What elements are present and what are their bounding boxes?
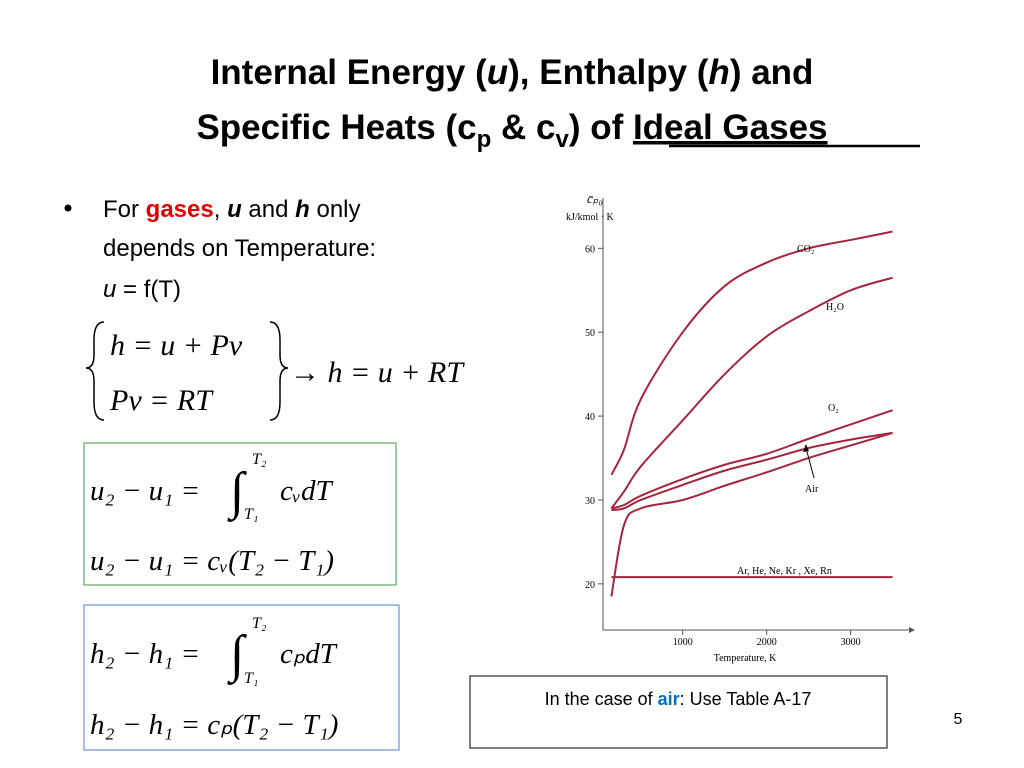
left-brace: [85, 321, 105, 421]
y-tick-label: 50: [585, 328, 595, 339]
equation: h = u + Pv: [110, 329, 243, 362]
bullet-text: = f(T): [116, 276, 181, 303]
integral-limit: T₂: [252, 615, 267, 632]
bullet-text: and: [242, 196, 295, 223]
page-number: 5: [954, 711, 963, 728]
title-text: Internal Energy (: [211, 53, 488, 92]
annotation-arrowhead: [803, 444, 809, 452]
y-tick-label: 40: [585, 412, 595, 423]
integral-limit: T₂: [252, 451, 267, 468]
x-axis-label: Temperature, K: [714, 653, 777, 664]
data-line: [610, 276, 893, 509]
annotation: Air: [805, 484, 819, 495]
series-label: CO₂: [797, 244, 814, 255]
title-line: Specific Heats (cp & cv) of Ideal Gases: [196, 108, 827, 153]
x-tick-label: 2000: [757, 637, 777, 648]
data-line: [610, 431, 893, 597]
data-line: [611, 409, 893, 510]
series-label: O₂: [828, 403, 839, 414]
equation: cₚdT: [280, 638, 338, 670]
title-text: v: [555, 126, 569, 153]
right-brace: [269, 321, 289, 421]
equation: h₂ − h₁ =: [90, 638, 200, 670]
series-label: Ar, He, Ne, Kr , Xe, Rn: [737, 566, 832, 577]
title-text: h: [708, 53, 729, 92]
equation: cᵥdT: [280, 475, 333, 507]
x-tick-label: 1000: [673, 637, 693, 648]
y-tick-label: 30: [585, 496, 595, 507]
equation: → h = u + RT: [290, 356, 465, 389]
bullet-text: u: [227, 196, 242, 223]
bullet-text: ,: [214, 196, 227, 223]
series-label: H₂O: [826, 302, 844, 313]
bullet-text: gases: [146, 196, 214, 223]
title-text: & c: [491, 108, 555, 147]
title-text: ) and: [730, 53, 814, 92]
integral-limit: T₁: [244, 670, 258, 687]
y-axis-label: kJ/kmol · K: [566, 212, 615, 223]
note-text: : Use Table A-17: [680, 689, 812, 709]
equation-box: [83, 604, 400, 751]
annotation-arrow: [805, 447, 815, 479]
title-text: ), Enthalpy (: [508, 53, 709, 92]
title-text: Specific Heats (c: [196, 108, 476, 147]
title-line: Internal Energy (u), Enthalpy (h) and: [211, 53, 814, 92]
data-line: [610, 230, 893, 476]
title-text: u: [487, 53, 508, 92]
y-symbol: c̄ₚ₀: [587, 191, 603, 206]
y-tick-label: 20: [585, 580, 595, 591]
title-text: ) of: [569, 108, 633, 147]
bullet-text: h: [295, 196, 310, 223]
x-tick-label: 3000: [841, 637, 861, 648]
note-box: [469, 675, 888, 749]
equation: u₂ − u₁ = cᵥ(T₂ − T₁): [90, 545, 334, 577]
data-line: [611, 431, 893, 512]
equation: Pv = RT: [109, 384, 214, 417]
equation: u₂ − u₁ =: [90, 475, 200, 507]
title-text: p: [477, 126, 492, 153]
bullet-text: depends on Temperature:: [103, 235, 376, 262]
integral-limit: T₁: [244, 506, 258, 523]
y-tick-label: 60: [585, 244, 595, 255]
bullet-dot: [64, 204, 72, 212]
equation-box: [83, 442, 397, 586]
integral-sign: ∫: [227, 626, 247, 685]
bullet-text: For: [103, 196, 146, 223]
note-text: air: [658, 689, 680, 709]
bullet-text: only: [310, 196, 361, 223]
title-text: Ideal Gases: [633, 108, 828, 147]
bullet-text: u: [103, 276, 116, 303]
note: In the case of air: Use Table A-17: [545, 689, 812, 709]
chart: c̄ₚ₀ kJ/kmol · K Temperature, K 20 30 40 50…: [566, 191, 915, 664]
integral-sign: ∫: [227, 463, 247, 522]
bullet-line: u = f(T): [103, 276, 181, 303]
equation: h₂ − h₁ = cₚ(T₂ − T₁): [90, 709, 338, 741]
bullet-line: For gases, u and h only: [103, 196, 361, 223]
x-axis-arrow: [909, 627, 915, 633]
note-text: In the case of: [545, 689, 658, 709]
